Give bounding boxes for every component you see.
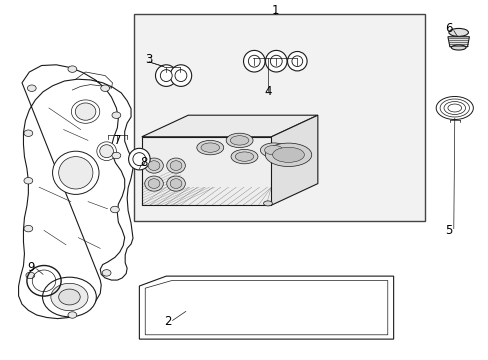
Text: 6: 6 [444, 22, 452, 35]
Ellipse shape [175, 70, 186, 82]
Ellipse shape [291, 56, 302, 67]
Ellipse shape [225, 133, 253, 148]
Circle shape [101, 85, 109, 91]
Text: 2: 2 [163, 315, 171, 328]
Ellipse shape [196, 140, 223, 155]
Ellipse shape [270, 55, 282, 67]
Ellipse shape [265, 50, 286, 72]
Ellipse shape [166, 158, 185, 173]
Text: 3: 3 [145, 53, 153, 66]
Ellipse shape [260, 143, 287, 157]
Ellipse shape [52, 151, 99, 194]
Ellipse shape [128, 148, 150, 170]
Circle shape [112, 152, 121, 159]
Polygon shape [447, 37, 468, 47]
Ellipse shape [170, 161, 182, 171]
Ellipse shape [448, 28, 468, 36]
Circle shape [27, 85, 36, 91]
Text: 9: 9 [27, 261, 35, 274]
Ellipse shape [235, 152, 253, 161]
Text: 8: 8 [140, 156, 148, 169]
Circle shape [42, 277, 96, 317]
Circle shape [68, 66, 77, 72]
Circle shape [51, 283, 88, 311]
Ellipse shape [201, 143, 219, 152]
Ellipse shape [263, 201, 272, 206]
Circle shape [24, 225, 33, 232]
Ellipse shape [75, 103, 96, 120]
Ellipse shape [100, 145, 113, 158]
Ellipse shape [148, 179, 160, 189]
Ellipse shape [59, 157, 93, 189]
Circle shape [24, 130, 33, 136]
Ellipse shape [264, 145, 283, 155]
Ellipse shape [166, 176, 185, 191]
Circle shape [59, 289, 80, 305]
Ellipse shape [248, 55, 260, 67]
Circle shape [26, 272, 35, 279]
Text: 7: 7 [113, 134, 121, 147]
Ellipse shape [230, 136, 248, 145]
Ellipse shape [155, 65, 177, 86]
Ellipse shape [170, 179, 182, 189]
Ellipse shape [97, 142, 116, 161]
Ellipse shape [170, 65, 191, 86]
Ellipse shape [264, 143, 311, 166]
Ellipse shape [133, 153, 145, 166]
Text: 1: 1 [271, 4, 279, 17]
Text: 4: 4 [264, 85, 271, 98]
Ellipse shape [71, 100, 100, 123]
Polygon shape [19, 65, 133, 319]
Bar [134, 14, 425, 221]
Ellipse shape [160, 70, 172, 82]
Circle shape [24, 177, 33, 184]
Polygon shape [271, 115, 317, 205]
Polygon shape [142, 137, 271, 205]
Ellipse shape [231, 149, 258, 164]
Ellipse shape [243, 50, 264, 72]
Circle shape [110, 206, 119, 213]
Circle shape [112, 112, 121, 118]
Ellipse shape [144, 158, 163, 173]
Ellipse shape [450, 45, 465, 50]
Ellipse shape [287, 51, 306, 71]
Text: 5: 5 [444, 224, 452, 237]
Ellipse shape [148, 161, 160, 171]
Polygon shape [142, 115, 317, 137]
Circle shape [102, 270, 111, 276]
Ellipse shape [272, 147, 304, 162]
Circle shape [68, 312, 77, 318]
Ellipse shape [144, 176, 163, 191]
